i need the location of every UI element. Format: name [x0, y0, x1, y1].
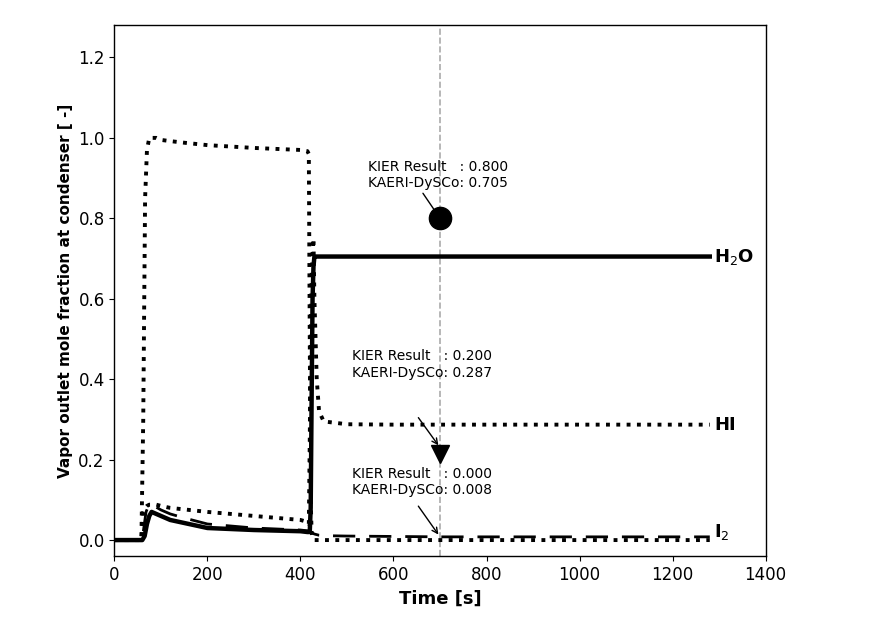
- Text: KIER Result   : 0.000: KIER Result : 0.000: [352, 466, 492, 480]
- Text: I$_2$: I$_2$: [715, 522, 730, 542]
- Y-axis label: Vapor outlet mole fraction at condenser [ -]: Vapor outlet mole fraction at condenser …: [57, 104, 73, 478]
- X-axis label: Time [s]: Time [s]: [399, 590, 481, 607]
- Text: KAERI-DySCo: 0.008: KAERI-DySCo: 0.008: [352, 483, 492, 497]
- Text: HI: HI: [715, 416, 736, 434]
- Text: H$_2$O: H$_2$O: [715, 246, 754, 267]
- Text: KIER Result   : 0.200: KIER Result : 0.200: [352, 349, 492, 363]
- Text: KAERI-DySCo: 0.287: KAERI-DySCo: 0.287: [352, 366, 492, 380]
- Text: KAERI-DySCo: 0.705: KAERI-DySCo: 0.705: [368, 176, 508, 190]
- Text: KIER Result   : 0.800: KIER Result : 0.800: [368, 160, 508, 174]
